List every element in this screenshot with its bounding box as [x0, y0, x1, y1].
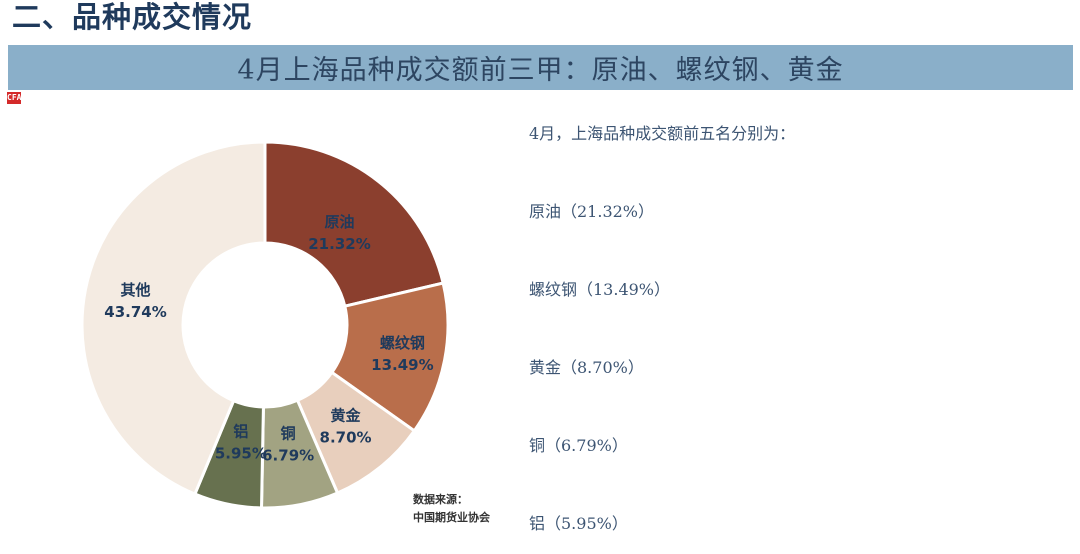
- source-label: 数据来源：: [413, 493, 468, 506]
- cfa-logo-icon: CFA: [7, 92, 22, 104]
- summary-item: 螺纹钢（13.49%）: [529, 280, 671, 299]
- summary-item: 黄金（8.70%）: [529, 358, 644, 377]
- slice-label-name: 螺纹钢: [380, 334, 425, 352]
- donut-slice: [263, 140, 445, 309]
- slice-label-name: 铝: [233, 423, 248, 441]
- slice-label-value: 13.49%: [371, 356, 433, 374]
- slice-label-name: 黄金: [331, 406, 362, 424]
- summary-item: 铝（5.95%）: [529, 514, 628, 533]
- summary-intro: 4月，上海品种成交额前五名分别为：: [529, 124, 796, 143]
- slice-label-value: 43.74%: [104, 303, 166, 321]
- slice-label-value: 8.70%: [320, 428, 372, 446]
- source-name: 中国期货业协会: [413, 511, 490, 524]
- slice-label-value: 5.95%: [215, 445, 267, 463]
- banner: 4月上海品种成交额前三甲：原油、螺纹钢、黄金: [8, 45, 1073, 90]
- slice-label-name: 原油: [324, 213, 354, 231]
- donut-slice: [80, 140, 267, 497]
- slice-label-name: 其他: [121, 281, 151, 299]
- section-title: 二、品种成交情况: [12, 0, 253, 34]
- data-source: 数据来源： 中国期货业协会: [413, 491, 490, 527]
- slice-label-value: 21.32%: [308, 235, 370, 253]
- slice-label-name: 铜: [281, 425, 296, 443]
- summary-item: 原油（21.32%）: [529, 202, 655, 221]
- donut-slices: [80, 140, 450, 510]
- summary-item: 铜（6.79%）: [529, 436, 628, 455]
- banner-title: 4月上海品种成交额前三甲：原油、螺纹钢、黄金: [237, 55, 844, 86]
- slice-label-value: 6.79%: [262, 447, 314, 465]
- donut-chart: 原油 21.32% 螺纹钢 13.49% 黄金 8.70% 铜 6.79% 铝 5.95% 其他 43…: [80, 140, 450, 510]
- donut-labels: 原油 21.32% 螺纹钢 13.49% 黄金 8.70% 铜 6.79% 铝 5.95% 其他 43…: [104, 213, 433, 465]
